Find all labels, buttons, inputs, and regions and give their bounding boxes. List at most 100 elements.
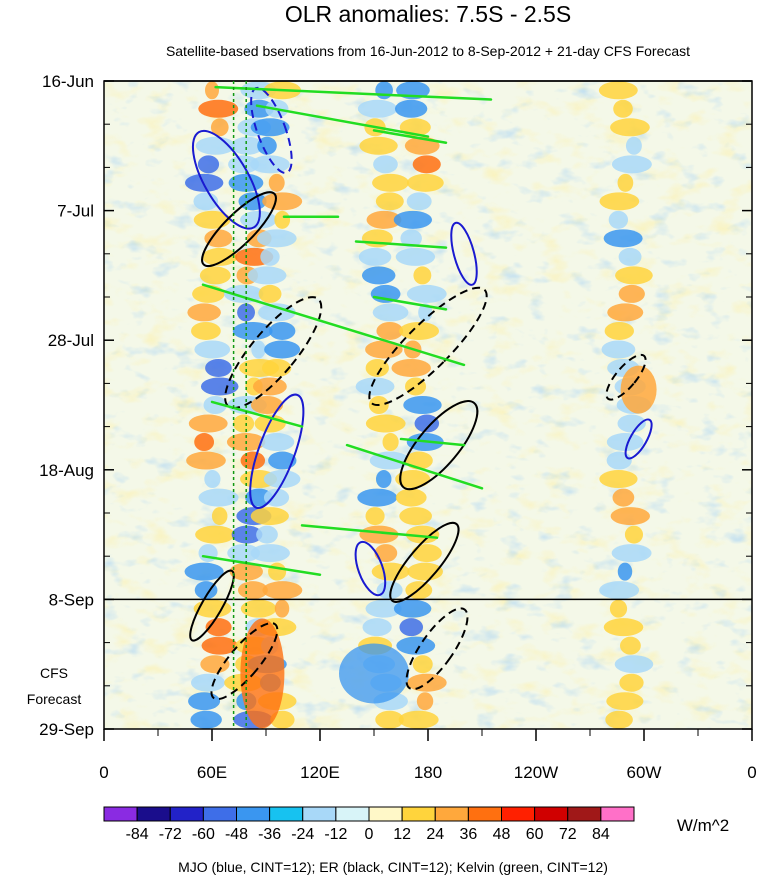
anomaly-patch xyxy=(211,507,228,526)
anomaly-patch xyxy=(194,433,215,452)
anomaly-patch xyxy=(231,525,263,544)
anomaly-patch xyxy=(610,507,650,526)
anomaly-patch xyxy=(359,136,398,155)
anomaly-patch xyxy=(261,358,292,377)
anomaly-patch xyxy=(372,173,409,192)
kelvin-contour xyxy=(354,240,448,249)
anomaly-patch xyxy=(365,358,389,377)
anomaly-patch xyxy=(204,470,221,489)
anomaly-patch xyxy=(375,192,404,211)
colorbar-label: -36 xyxy=(258,826,281,843)
anomaly-patch xyxy=(407,173,444,192)
anomaly-patch xyxy=(374,544,398,563)
anomaly-patch xyxy=(617,414,646,433)
er-contour xyxy=(405,607,469,691)
kelvin-contour xyxy=(372,295,448,311)
anomaly-patch xyxy=(407,673,447,692)
anomaly-patch xyxy=(371,562,410,581)
anomaly-patch xyxy=(382,433,399,452)
anomaly-patch xyxy=(393,210,433,229)
anomaly-patch xyxy=(198,99,239,118)
anomaly-patch xyxy=(615,266,653,285)
anomaly-patch xyxy=(262,581,303,600)
anomaly-patch xyxy=(400,229,422,248)
anomaly-patch xyxy=(256,229,297,248)
anomaly-patch xyxy=(205,81,219,100)
anomaly-patch xyxy=(398,710,439,729)
anomaly-patch xyxy=(399,618,424,637)
anomaly-patch xyxy=(405,525,440,544)
colorbar-label: -48 xyxy=(225,826,248,843)
anomaly-patch xyxy=(393,599,432,618)
x-axis: 0 60E 120E 180 120W 60W 0 xyxy=(99,729,757,782)
anomaly-patch xyxy=(257,303,296,322)
anomaly-patch xyxy=(362,618,392,637)
anomaly-patch xyxy=(395,488,427,507)
anomaly-patch xyxy=(202,247,238,266)
x-tick-label: 0 xyxy=(747,763,756,782)
anomaly-patch xyxy=(599,581,640,600)
anomaly-patch xyxy=(612,488,635,507)
anomaly-patch xyxy=(227,544,260,563)
anomaly-patch xyxy=(601,340,636,359)
er-contour xyxy=(605,353,647,401)
colorbar-label: -12 xyxy=(324,826,347,843)
anomaly-patch xyxy=(205,358,232,377)
anomaly-patch xyxy=(619,673,644,692)
colorbar-label: 24 xyxy=(426,826,444,843)
colorbar-label: 60 xyxy=(526,826,544,843)
colorbar-label: 84 xyxy=(592,826,610,843)
colorbar-label: 0 xyxy=(365,826,374,843)
anomaly-patch xyxy=(250,155,290,174)
anomaly-patch xyxy=(605,710,633,729)
anomaly-patch xyxy=(260,247,280,266)
anomaly-patch xyxy=(259,433,295,452)
anomaly-patch xyxy=(250,396,284,414)
anomaly-patch xyxy=(193,599,232,618)
anomaly-patch xyxy=(598,81,638,100)
anomaly-patch xyxy=(391,358,431,377)
anomaly-patch xyxy=(365,414,406,433)
anomaly-patch xyxy=(200,377,239,396)
anomaly-patch xyxy=(365,507,385,526)
anomaly-patch xyxy=(395,247,436,266)
er-contour xyxy=(189,569,235,642)
anomaly-patch xyxy=(611,155,652,174)
anomaly-patch xyxy=(204,229,233,248)
anomaly-patch xyxy=(274,210,291,229)
anomaly-patch xyxy=(599,192,640,211)
anomaly-patch xyxy=(190,710,222,729)
anomaly-patch xyxy=(406,192,432,211)
anomaly-patch xyxy=(375,710,404,729)
anomaly-patch xyxy=(625,136,642,155)
anomaly-patch xyxy=(407,562,443,581)
x-tick-label: 0 xyxy=(99,763,108,782)
y-tick-label: 28-Jul xyxy=(48,331,94,350)
anomaly-patch xyxy=(399,507,432,526)
er-contour xyxy=(368,286,488,407)
y-tick-label: 16-Jun xyxy=(42,72,94,91)
anomaly-patch xyxy=(603,618,644,637)
anomaly-patch xyxy=(195,525,235,544)
anomaly-patch xyxy=(268,562,287,581)
anomaly-patch xyxy=(194,581,218,600)
anomaly-patch xyxy=(414,414,440,433)
mjo-contour xyxy=(191,129,261,230)
anomaly-patch xyxy=(229,562,263,581)
anomaly-patch xyxy=(399,321,440,340)
anomaly-patch xyxy=(603,229,643,248)
anomaly-patch xyxy=(611,544,652,563)
colorbar-label: 36 xyxy=(459,826,477,843)
anomaly-patch xyxy=(355,377,395,396)
anomaly-patch xyxy=(250,118,290,137)
er-contour xyxy=(399,400,479,491)
kelvin-contour xyxy=(399,437,466,447)
anomaly-patch xyxy=(200,655,230,674)
colorbar-swatch xyxy=(169,806,204,822)
anomaly-patch xyxy=(191,321,221,340)
anomaly-patch xyxy=(193,210,231,229)
anomaly-patch xyxy=(199,266,231,285)
plot-area xyxy=(104,81,752,729)
colorbar-label: -24 xyxy=(291,826,314,843)
anomaly-patch xyxy=(620,365,657,414)
